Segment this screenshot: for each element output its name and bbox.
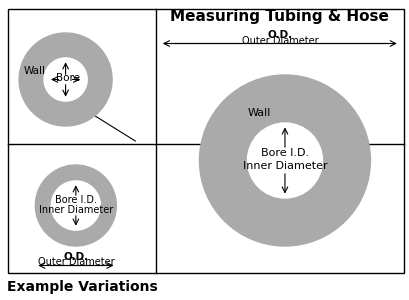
Ellipse shape <box>51 181 100 230</box>
Text: Bore I.D.: Bore I.D. <box>55 195 97 205</box>
Text: Inner Diameter: Inner Diameter <box>38 205 113 215</box>
Text: Inner Diameter: Inner Diameter <box>242 161 326 171</box>
Ellipse shape <box>19 33 112 126</box>
Ellipse shape <box>44 58 87 101</box>
Text: Outer Diameter: Outer Diameter <box>38 256 114 267</box>
Text: Measuring Tubing & Hose: Measuring Tubing & Hose <box>170 9 388 24</box>
Text: Outer Diameter: Outer Diameter <box>241 35 317 46</box>
Text: Wall: Wall <box>247 109 270 118</box>
Ellipse shape <box>247 123 321 198</box>
Ellipse shape <box>35 165 116 246</box>
Text: O.D.: O.D. <box>267 30 292 40</box>
Text: Wall: Wall <box>23 65 45 76</box>
Bar <box>8 9 403 273</box>
Text: Bore: Bore <box>56 73 79 83</box>
Text: Bore I.D.: Bore I.D. <box>260 148 308 158</box>
Text: Example Variations: Example Variations <box>7 280 157 293</box>
Ellipse shape <box>199 75 370 246</box>
Text: O.D.: O.D. <box>63 251 88 262</box>
